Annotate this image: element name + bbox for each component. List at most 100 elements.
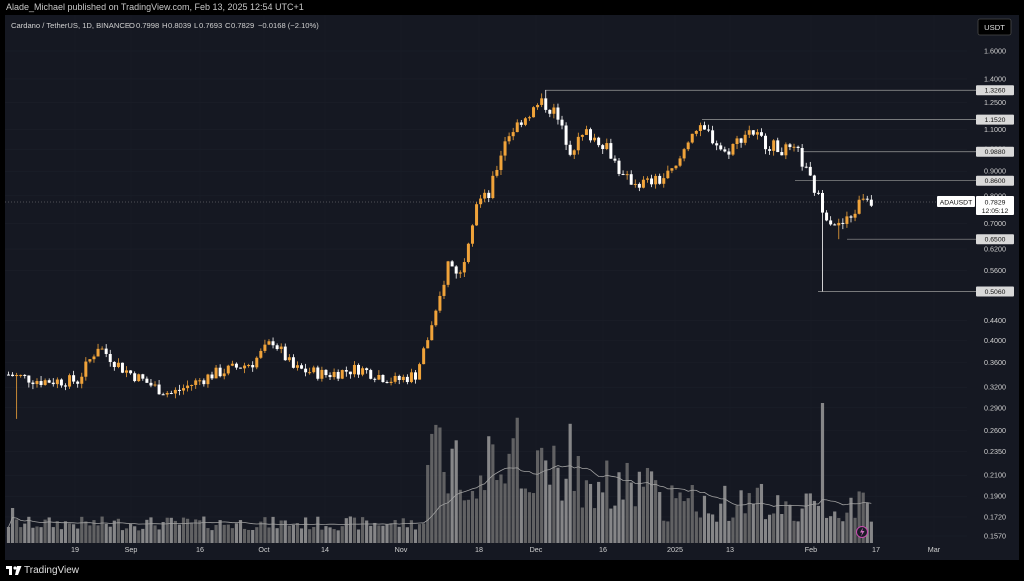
volume-bar xyxy=(104,523,108,543)
volume-bar xyxy=(304,517,308,543)
volume-bar xyxy=(519,488,523,543)
time-tick-label: Mar xyxy=(928,545,941,554)
candle-body xyxy=(198,380,202,382)
candle-body xyxy=(800,148,804,167)
volume-bar xyxy=(792,520,796,543)
volume-bars xyxy=(6,403,873,543)
volume-bar xyxy=(833,511,837,543)
volume-bar xyxy=(55,521,59,543)
candle-body xyxy=(479,198,483,205)
candle-body xyxy=(385,382,389,384)
volume-bar xyxy=(597,481,601,543)
volume-bar xyxy=(776,495,780,543)
candle-body xyxy=(515,122,519,133)
volume-bar xyxy=(739,490,743,543)
candle-body xyxy=(177,389,181,391)
volume-bar xyxy=(556,467,560,543)
candle-body xyxy=(483,192,487,199)
price-chart[interactable]: Cardano / TetherUS, 1D, BINANCE O 0.7998… xyxy=(5,15,1019,560)
candle-body xyxy=(764,135,768,150)
candle-body xyxy=(422,348,426,365)
volume-bar xyxy=(605,460,609,543)
candle-body xyxy=(629,174,633,185)
volume-bar xyxy=(711,514,715,543)
candle-body xyxy=(755,132,759,135)
candle-body xyxy=(271,341,275,346)
candle-body xyxy=(617,160,621,174)
candle-body xyxy=(747,130,751,135)
volume-bar xyxy=(96,525,100,543)
volume-bar xyxy=(446,493,450,543)
volume-bar xyxy=(214,524,218,543)
candle-body xyxy=(707,129,711,131)
time-axis[interactable]: 19 Sep 16 Oct 14 Nov 18 Dec 16 2025 13 Feb 17 Mar xyxy=(71,545,941,554)
volume-bar xyxy=(544,460,548,543)
volume-bar xyxy=(572,490,576,543)
volume-bar xyxy=(190,522,194,543)
candle-body xyxy=(39,381,43,385)
volume-bar xyxy=(67,523,72,543)
candle-body xyxy=(291,357,295,368)
level-tags: 1.3260 1.1520 0.9880 0.8600 0.6500 0.5060 xyxy=(976,85,1014,297)
candle-body xyxy=(157,384,161,395)
volume-bar xyxy=(662,520,666,543)
candle-body xyxy=(120,362,124,373)
candle-body xyxy=(462,262,466,273)
volume-bar xyxy=(393,520,397,543)
volume-bar xyxy=(198,520,202,543)
candle-body xyxy=(678,158,682,166)
volume-bar xyxy=(438,427,442,543)
volume-bar xyxy=(381,525,385,543)
candle-body xyxy=(336,371,340,379)
level-tag xyxy=(976,146,1014,157)
candle-body xyxy=(641,179,645,188)
lightning-icon[interactable] xyxy=(856,526,868,538)
candle-body xyxy=(527,117,531,119)
candle-body xyxy=(491,175,495,199)
volume-bar xyxy=(23,523,27,543)
candle-body xyxy=(206,374,210,385)
candle-body xyxy=(609,143,613,159)
candle-body xyxy=(218,367,222,377)
volume-bar xyxy=(678,492,682,543)
level-tag-label: 1.3260 xyxy=(985,88,1006,95)
volume-bar xyxy=(666,521,670,543)
chart-frame[interactable]: Cardano / TetherUS, 1D, BINANCE O 0.7998… xyxy=(5,15,1019,560)
candle-body xyxy=(381,374,385,383)
volume-bar xyxy=(92,520,96,543)
currency-button[interactable]: USDT xyxy=(977,18,1012,36)
volume-bar xyxy=(373,522,377,543)
volume-bar xyxy=(27,516,31,543)
candle-body xyxy=(340,370,344,379)
candle-body xyxy=(621,173,625,175)
price-axis[interactable]: 1.60001.40001.25001.10001.00000.90000.80… xyxy=(984,47,1006,541)
candle-body xyxy=(295,365,299,368)
volume-bar xyxy=(434,424,438,543)
level-tag xyxy=(976,85,1014,96)
candle-body xyxy=(698,125,702,131)
level-tag-label: 0.8600 xyxy=(985,178,1006,185)
volume-bar xyxy=(100,516,104,543)
candle-body xyxy=(450,261,454,267)
volume-bar xyxy=(234,523,239,543)
candle-body xyxy=(251,365,255,368)
ohlc-c-value: 0.7829 xyxy=(231,21,254,30)
candle-body xyxy=(593,137,597,141)
volume-bar xyxy=(698,517,702,543)
candle-body xyxy=(727,151,731,155)
volume-bar xyxy=(625,462,629,543)
volume-bar xyxy=(59,529,64,543)
volume-bar xyxy=(352,517,357,543)
candle-body xyxy=(507,136,511,142)
volume-bar xyxy=(344,518,348,543)
volume-bar xyxy=(751,503,755,543)
volume-bar xyxy=(173,520,177,543)
volume-bar xyxy=(35,526,39,543)
volume-bar xyxy=(238,520,243,543)
volume-bar xyxy=(320,529,324,543)
candle-body xyxy=(816,192,820,194)
price-tick-label: 0.2100 xyxy=(984,471,1006,480)
price-tick-label: 0.1900 xyxy=(984,492,1006,501)
volume-bar xyxy=(479,475,483,543)
volume-bar xyxy=(523,488,527,543)
